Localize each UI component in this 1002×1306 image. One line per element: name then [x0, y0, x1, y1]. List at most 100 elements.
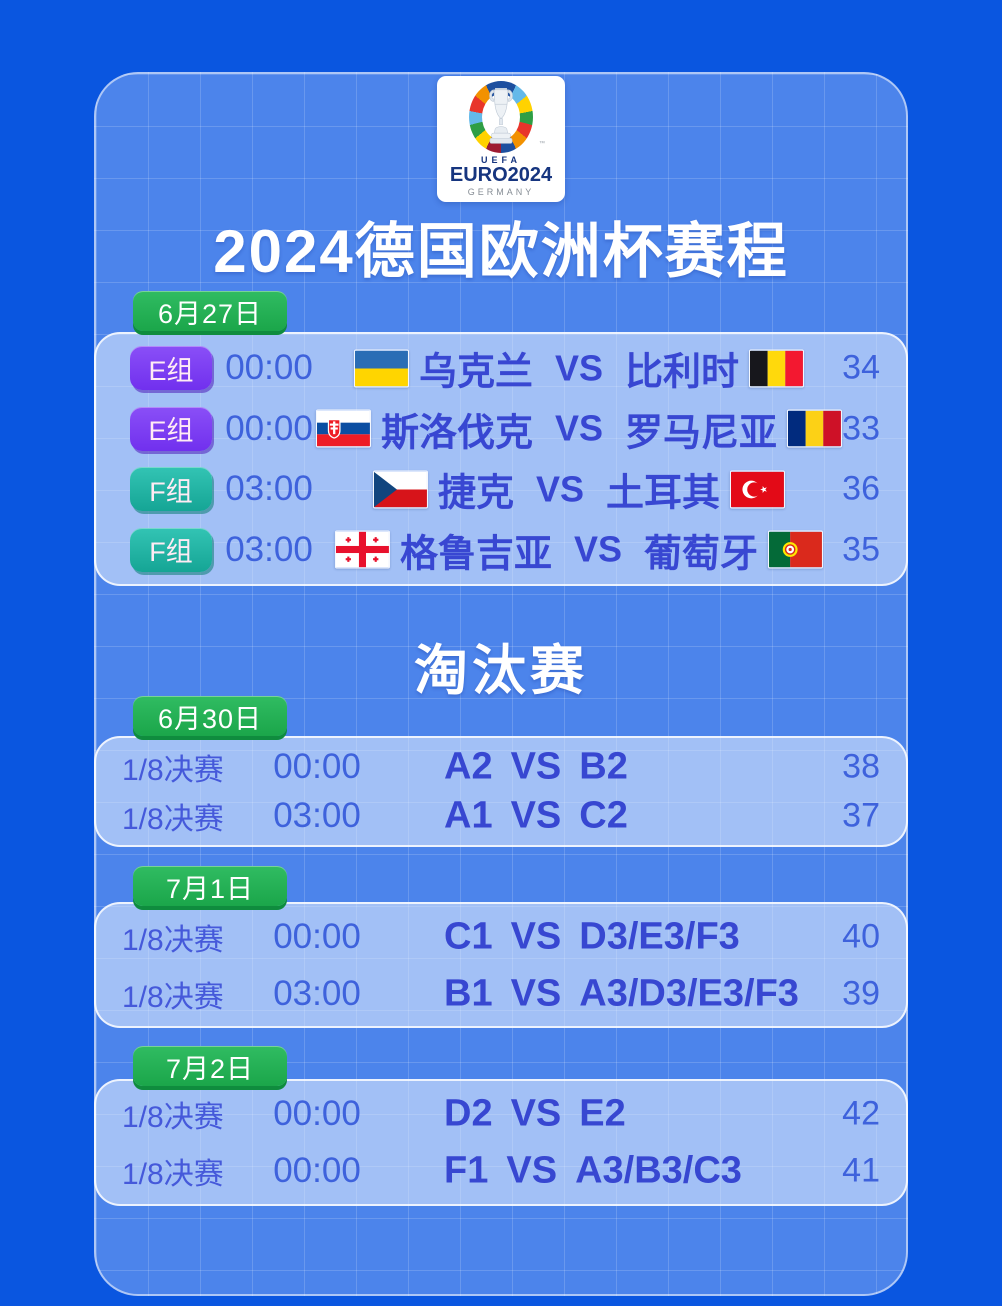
- match-row: E组 00:00 斯洛伐克 VS 罗马尼亚 33: [96, 399, 906, 460]
- knockout-panel: 1/8决赛 00:00 D2 VS E2 42 1/8决赛 00:00 F1 V…: [94, 1079, 908, 1206]
- match-number: 42: [842, 1094, 880, 1133]
- group-f-badge: F组: [130, 527, 212, 572]
- match-number: 41: [842, 1151, 880, 1190]
- match-row: F组 03:00 捷克 VS 土耳其 36: [96, 459, 906, 520]
- team-name: 罗马尼亚: [625, 412, 778, 455]
- stage-label: 1/8决赛: [122, 1100, 224, 1134]
- vs-label: VS: [510, 1092, 562, 1135]
- czech-flag-icon: [372, 470, 428, 509]
- date-badge-jul2: 7月2日: [133, 1046, 287, 1086]
- germany-text: GERMANY: [467, 187, 535, 197]
- team-name: 捷克: [437, 472, 514, 515]
- slovakia-flag-icon: [315, 409, 371, 448]
- team-slot: C1: [444, 915, 493, 957]
- match-teams: 格鲁吉亚 VS 葡萄牙: [334, 522, 824, 577]
- match-time: 03:00: [225, 529, 313, 569]
- romania-flag-icon: [787, 409, 843, 448]
- euro2024-logo: ™ UEFA EURO2024 GERMANY: [437, 76, 565, 202]
- match-number: 36: [842, 469, 880, 508]
- vs-label: VS: [573, 528, 623, 570]
- match-teams: 乌克兰 VS 比利时: [353, 341, 805, 396]
- vs-label: VS: [554, 347, 604, 389]
- match-number: 38: [842, 747, 880, 786]
- group-e-badge: E组: [130, 406, 212, 451]
- match-row: 1/8决赛 03:00 B1 VS A3/D3/E3/F3 39: [96, 965, 906, 1022]
- vs-label: VS: [510, 745, 562, 788]
- match-number: 35: [842, 530, 880, 569]
- team-slot: A1: [444, 794, 493, 837]
- knockout-stage-heading: 淘汰赛: [414, 641, 588, 701]
- vs-label: VS: [506, 1149, 558, 1192]
- match-time: 00:00: [273, 1151, 361, 1191]
- group-f-badge: F组: [130, 467, 212, 512]
- match-row: E组 00:00 乌克兰 VS 比利时 34: [96, 338, 906, 399]
- match-teams: A1 VS C2: [444, 795, 628, 838]
- match-time: 03:00: [225, 469, 313, 509]
- team-slot: D2: [444, 1092, 493, 1135]
- trademark-text: ™: [539, 141, 545, 147]
- team-slot: B1: [444, 972, 493, 1014]
- belgium-flag-icon: [749, 349, 805, 388]
- knockout-panel: 1/8决赛 00:00 C1 VS D3/E3/F3 40 1/8决赛 03:0…: [94, 902, 908, 1028]
- knockout-panel: 1/8决赛 00:00 A2 VS B2 38 1/8决赛 03:00 A1 V…: [94, 736, 908, 847]
- match-row: F组 03:00 格鲁吉亚 VS 葡萄牙 35: [96, 520, 906, 581]
- match-number: 34: [842, 348, 880, 387]
- match-teams: F1 VS A3/B3/C3: [444, 1150, 742, 1193]
- ukraine-flag-icon: [353, 349, 409, 388]
- match-row: 1/8决赛 00:00 F1 VS A3/B3/C3 41: [96, 1143, 906, 1201]
- match-time: 00:00: [225, 408, 313, 448]
- team-slot: D3/E3/F3: [579, 915, 740, 957]
- match-teams: A2 VS B2: [444, 745, 628, 788]
- team-slot: C2: [579, 794, 628, 837]
- match-time: 00:00: [225, 348, 313, 388]
- georgia-flag-icon: [334, 530, 390, 569]
- match-teams: C1 VS D3/E3/F3: [444, 915, 740, 958]
- portugal-flag-icon: [768, 530, 824, 569]
- group-matches-panel: E组 00:00 乌克兰 VS 比利时 34 E组 00:00 斯洛伐克 VS …: [94, 332, 908, 586]
- team-name: 葡萄牙: [644, 533, 759, 576]
- turkey-flag-icon: [730, 470, 786, 509]
- match-teams: 捷克 VS 土耳其: [372, 462, 786, 517]
- euro-trophy-ring-icon: ™: [469, 81, 545, 153]
- match-time: 03:00: [273, 973, 361, 1013]
- match-teams: 斯洛伐克 VS 罗马尼亚: [315, 401, 843, 456]
- team-slot: A2: [444, 745, 493, 788]
- team-name: 乌克兰: [418, 351, 533, 394]
- team-slot: A3/D3/E3/F3: [579, 972, 799, 1014]
- match-number: 39: [842, 974, 880, 1012]
- match-row: 1/8决赛 00:00 A2 VS B2 38: [96, 742, 906, 792]
- vs-label: VS: [510, 972, 562, 1014]
- match-time: 00:00: [273, 746, 361, 786]
- stage-label: 1/8决赛: [122, 923, 224, 957]
- stage-label: 1/8决赛: [122, 1158, 224, 1192]
- match-time: 00:00: [273, 916, 361, 956]
- date-badge-jun30: 6月30日: [133, 696, 287, 736]
- team-slot: F1: [444, 1149, 489, 1192]
- euro2024-text: EURO2024: [449, 164, 553, 186]
- stage-label: 1/8决赛: [122, 753, 224, 787]
- team-slot: B2: [579, 745, 628, 788]
- match-row: 1/8决赛 00:00 D2 VS E2 42: [96, 1085, 906, 1143]
- team-name: 格鲁吉亚: [399, 533, 552, 576]
- group-e-badge: E组: [130, 346, 212, 391]
- match-time: 03:00: [273, 796, 361, 836]
- stage-label: 1/8决赛: [122, 803, 224, 837]
- vs-label: VS: [535, 468, 585, 510]
- uefa-text: UEFA: [480, 155, 521, 165]
- match-number: 40: [842, 917, 880, 955]
- vs-label: VS: [510, 794, 562, 837]
- team-name: 土耳其: [606, 472, 721, 515]
- team-name: 斯洛伐克: [380, 412, 533, 455]
- team-slot: E2: [579, 1092, 626, 1135]
- team-name: 比利时: [625, 351, 740, 394]
- team-slot: A3/B3/C3: [575, 1149, 742, 1192]
- stage-label: 1/8决赛: [122, 980, 224, 1014]
- match-teams: D2 VS E2: [444, 1092, 626, 1135]
- match-row: 1/8决赛 03:00 A1 VS C2 37: [96, 792, 906, 842]
- match-number: 37: [842, 796, 880, 835]
- date-badge-jun27: 6月27日: [133, 291, 287, 331]
- match-row: 1/8决赛 00:00 C1 VS D3/E3/F3 40: [96, 908, 906, 965]
- trophy-icon: [489, 88, 513, 144]
- page-title: 2024德国欧洲杯赛程: [213, 218, 789, 285]
- match-time: 00:00: [273, 1093, 361, 1133]
